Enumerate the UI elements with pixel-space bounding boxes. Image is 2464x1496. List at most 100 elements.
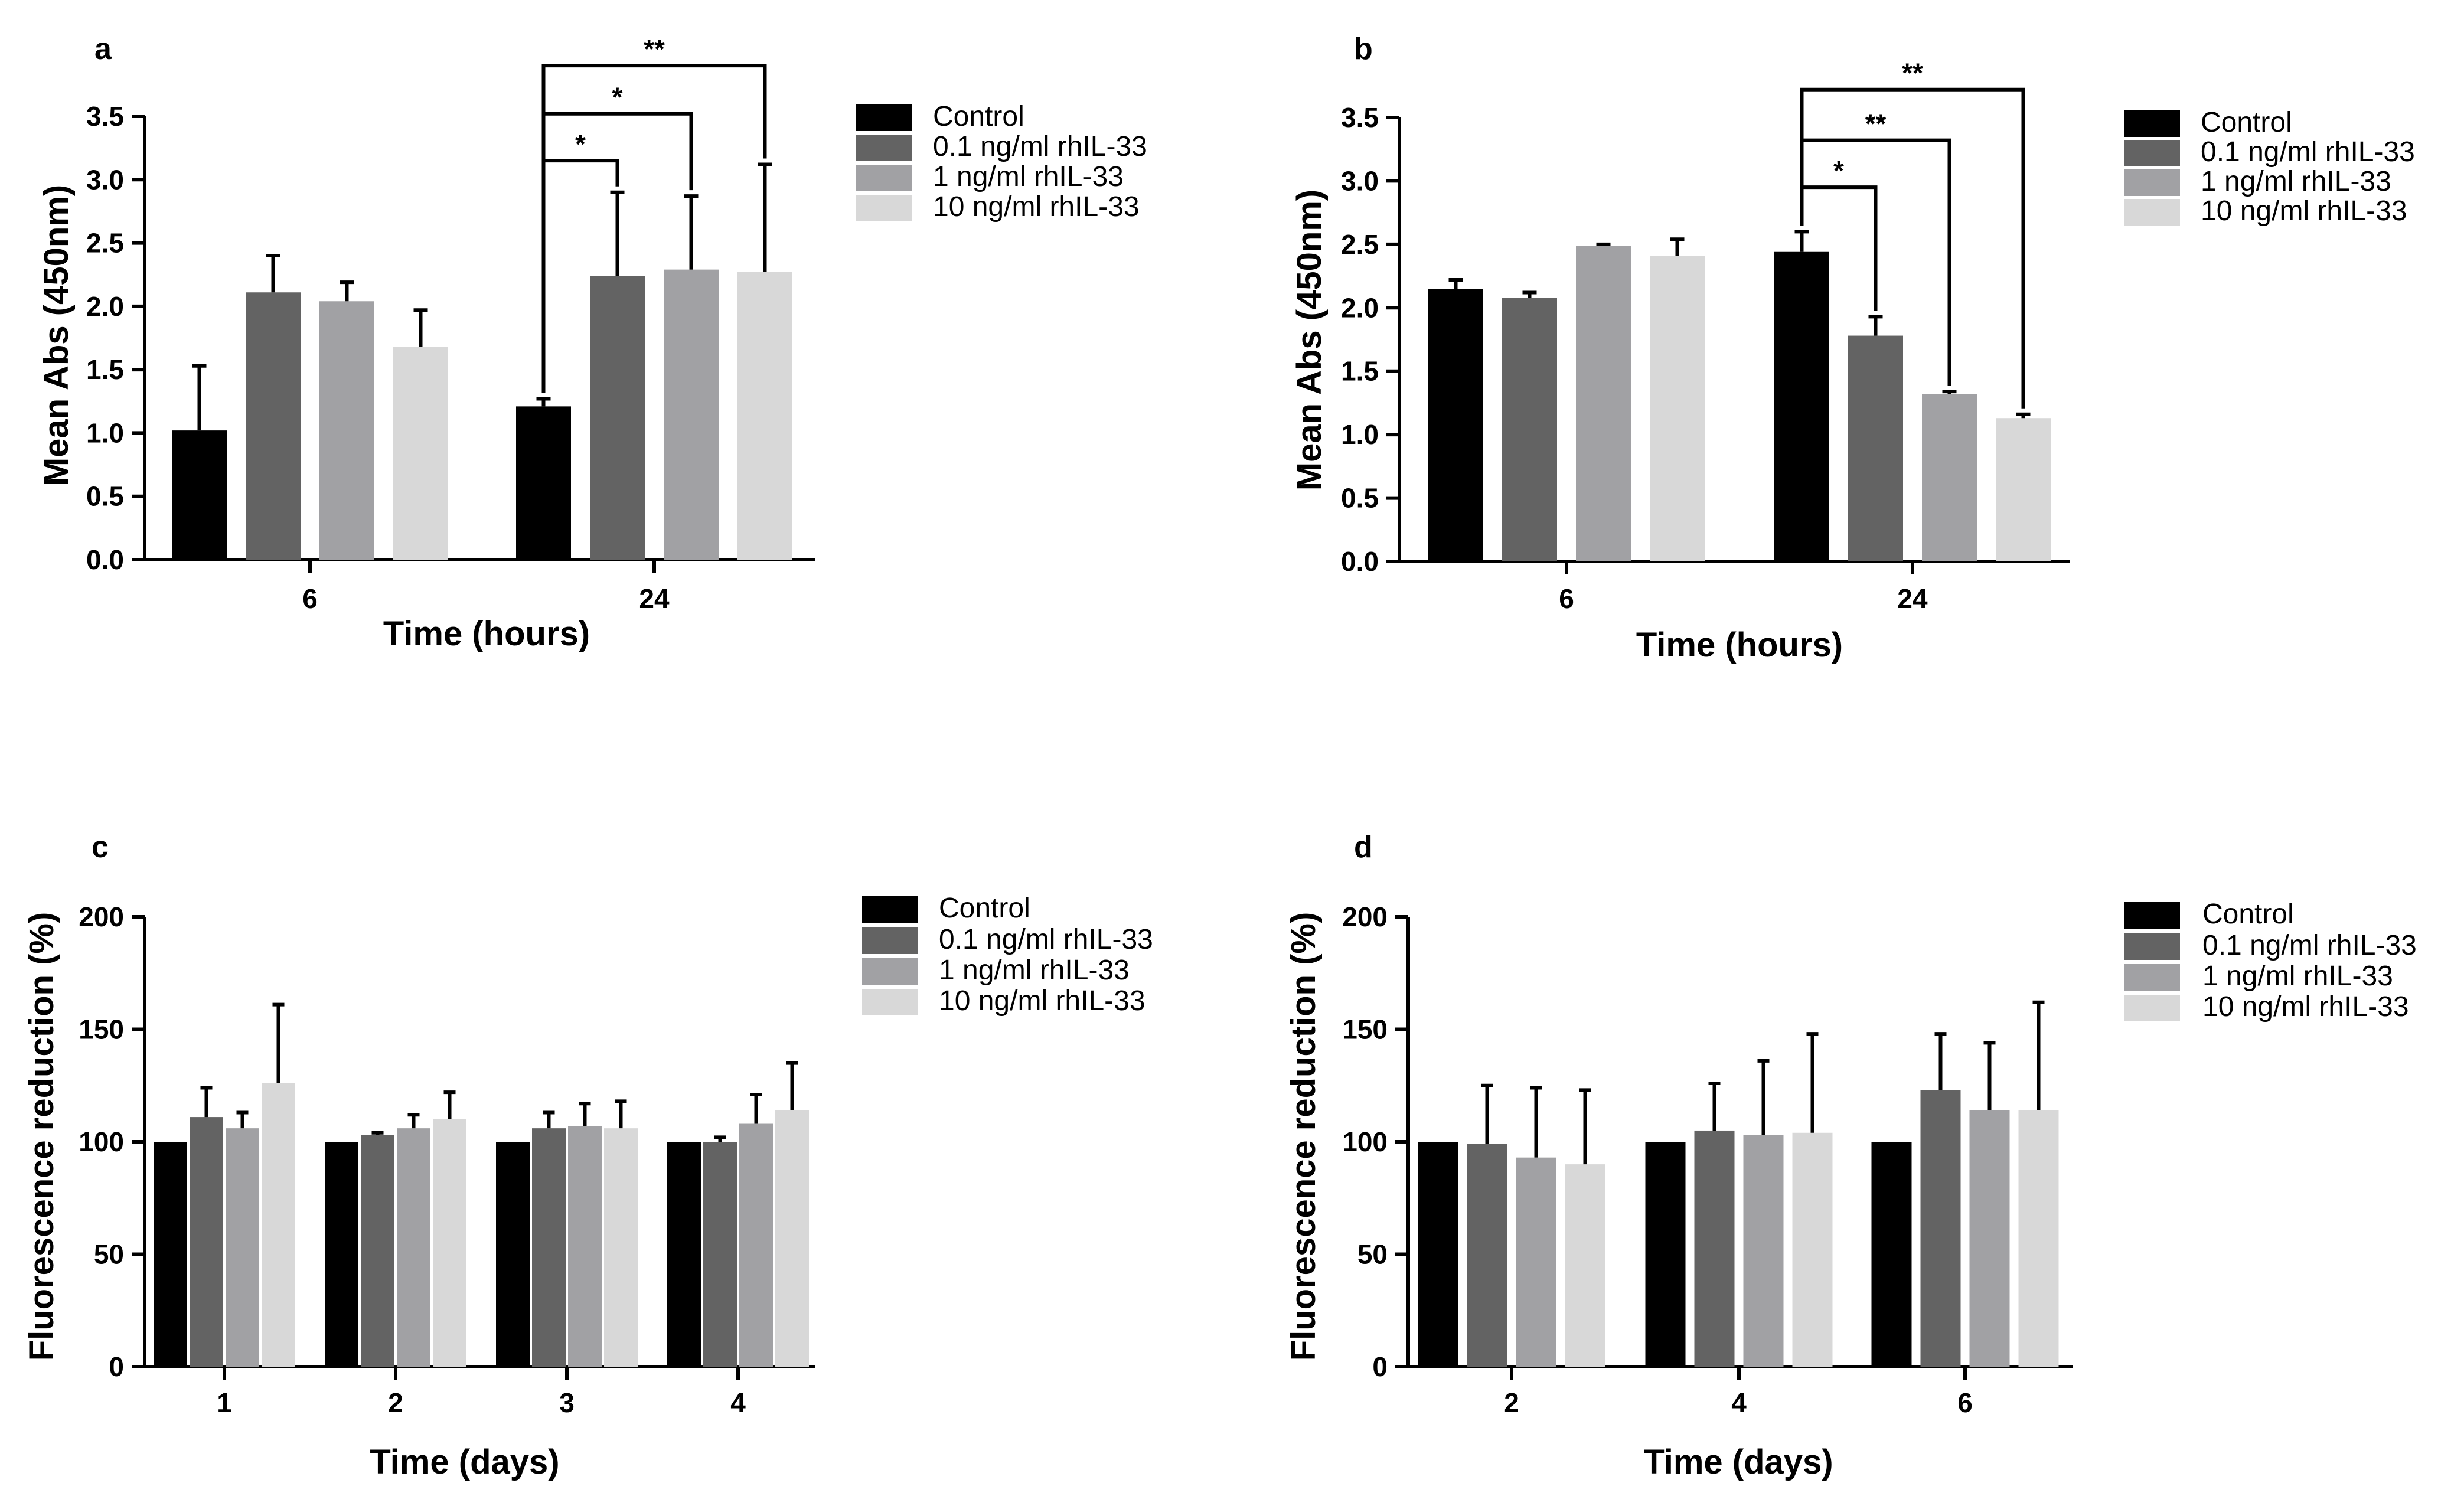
bar [532, 1128, 566, 1367]
x-tick-label: 1 [217, 1387, 232, 1418]
y-tick-label: 2.5 [86, 228, 124, 259]
legend-label: Control [933, 101, 1024, 132]
bar [1502, 298, 1557, 561]
bar [172, 430, 227, 560]
y-tick-label: 150 [79, 1014, 124, 1045]
y-axis-title: Fluorescence reduction (%) [1284, 912, 1323, 1361]
legend-swatch [862, 958, 918, 985]
panel-b: b Mean Abs (450nm) Time (hours) Control … [1290, 32, 2415, 664]
bar [1920, 1090, 1961, 1367]
legend-label: 10 ng/ml rhIL-33 [2202, 991, 2409, 1023]
legend-label: 1 ng/ml rhIL-33 [2202, 961, 2393, 992]
y-tick-label: 200 [1342, 901, 1388, 932]
panel-a: a Mean Abs (450nm) Time (hours) Control … [37, 32, 1147, 653]
legend-label: 10 ng/ml rhIL-33 [939, 985, 1145, 1017]
bar [1650, 256, 1705, 561]
significance-label: * [612, 82, 623, 113]
legend-swatch [856, 165, 912, 191]
legend: Control 0.1 ng/ml rhIL-33 1 ng/ml rhIL-3… [856, 101, 1147, 223]
x-tick-label: 24 [1897, 583, 1928, 614]
bar [1774, 251, 1829, 562]
y-tick-label: 0.0 [1341, 546, 1379, 577]
bar [590, 276, 645, 560]
legend: Control 0.1 ng/ml rhIL-33 1 ng/ml rhIL-3… [862, 893, 1153, 1017]
x-tick-label: 3 [559, 1387, 575, 1418]
x-axis-title: Time (hours) [383, 615, 590, 653]
legend-label: 1 ng/ml rhIL-33 [2201, 166, 2391, 197]
bar [1565, 1164, 1605, 1367]
bar [190, 1117, 223, 1367]
bar [397, 1128, 430, 1367]
legend-swatch [856, 135, 912, 161]
x-tick-label: 6 [302, 583, 318, 614]
legend-swatch [856, 104, 912, 131]
bar [1792, 1132, 1833, 1367]
bar [664, 269, 719, 560]
bar [667, 1142, 701, 1367]
panel-c: c Fluorescence reduction (%) Time (days)… [22, 830, 1153, 1481]
legend-label: 0.1 ng/ml rhIL-33 [939, 924, 1153, 955]
y-tick-label: 0.5 [86, 481, 124, 512]
y-tick-label: 1.5 [1341, 356, 1379, 387]
bar [226, 1128, 259, 1367]
bar [1516, 1157, 1556, 1367]
bar [604, 1128, 638, 1367]
y-tick-label: 50 [94, 1239, 124, 1270]
legend-label: Control [2201, 107, 2292, 138]
bar [703, 1142, 737, 1367]
legend-swatch [2124, 140, 2180, 166]
legend-label: 0.1 ng/ml rhIL-33 [933, 131, 1147, 162]
bar [775, 1110, 809, 1367]
panel-letter: d [1354, 830, 1373, 864]
y-tick-label: 0 [1372, 1351, 1388, 1382]
y-tick-label: 0.5 [1341, 483, 1379, 514]
y-tick-label: 0 [109, 1351, 124, 1382]
legend-swatch [2124, 902, 2180, 929]
bar [319, 301, 374, 560]
significance-label: * [1833, 155, 1844, 186]
y-tick-label: 1.0 [1341, 419, 1379, 450]
bar [1743, 1135, 1784, 1367]
bar [1467, 1144, 1507, 1367]
legend-swatch [2124, 995, 2180, 1021]
legend-swatch [2124, 964, 2180, 991]
bar [516, 406, 571, 560]
significance-bracket [1800, 87, 2025, 409]
y-tick-label: 200 [79, 901, 124, 932]
significance-label: ** [1902, 58, 1923, 89]
panel-letter: c [92, 830, 109, 864]
bar [1418, 1142, 1458, 1367]
bar [2018, 1110, 2059, 1367]
y-tick-label: 3.5 [86, 101, 124, 132]
y-axis-title: Mean Abs (450nm) [37, 185, 76, 486]
bar [361, 1135, 394, 1367]
bar [1428, 289, 1483, 561]
y-axis-title: Fluorescence reduction (%) [22, 912, 61, 1361]
y-tick-label: 50 [1357, 1239, 1388, 1270]
legend-label: 0.1 ng/ml rhIL-33 [2201, 136, 2415, 168]
legend-label: 10 ng/ml rhIL-33 [2201, 195, 2407, 227]
y-tick-label: 1.0 [86, 417, 124, 448]
legend: Control 0.1 ng/ml rhIL-33 1 ng/ml rhIL-3… [2124, 899, 2417, 1023]
x-axis-title: Time (days) [1643, 1443, 1833, 1481]
legend-swatch [2124, 110, 2180, 137]
x-tick-label: 6 [1957, 1387, 1973, 1418]
bar [1996, 418, 2051, 561]
panel-letter: a [94, 32, 112, 66]
y-tick-label: 100 [79, 1126, 124, 1157]
bar [393, 347, 448, 560]
legend-label: 1 ng/ml rhIL-33 [933, 161, 1124, 192]
y-tick-label: 150 [1342, 1014, 1388, 1045]
legend-label: Control [939, 893, 1030, 924]
legend-label: 1 ng/ml rhIL-33 [939, 955, 1130, 986]
x-tick-label: 2 [1504, 1387, 1519, 1418]
y-tick-label: 2.5 [1341, 229, 1379, 260]
bar [739, 1123, 773, 1367]
y-tick-label: 2.0 [86, 291, 124, 322]
legend-swatch [856, 195, 912, 221]
y-tick-label: 100 [1342, 1126, 1388, 1157]
legend-swatch [862, 989, 918, 1015]
x-tick-label: 6 [1559, 583, 1574, 614]
y-tick-label: 0.0 [86, 544, 124, 575]
bar [1645, 1142, 1686, 1367]
